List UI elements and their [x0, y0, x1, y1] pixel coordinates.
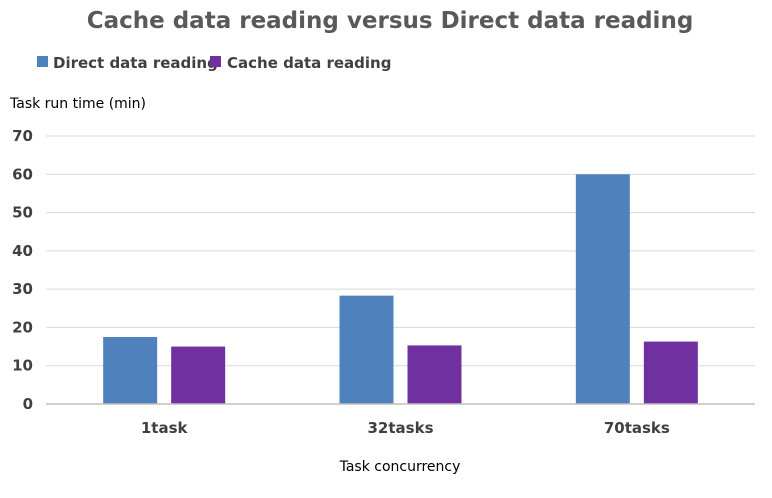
y-axis-label: Task run time (min) [9, 96, 146, 112]
y-tick-label: 70 [12, 127, 33, 145]
y-tick-label: 10 [12, 357, 33, 375]
bars [103, 174, 698, 404]
x-axis-label: Task concurrency [339, 459, 461, 475]
y-tick-label: 30 [12, 280, 33, 298]
bar-direct-32tasks [339, 295, 394, 404]
bar-cache-70tasks [643, 341, 698, 404]
y-tick-label: 40 [12, 242, 33, 260]
legend-label-cache: Cache data reading [227, 54, 391, 72]
gridlines [46, 135, 755, 367]
legend: Direct data reading Cache data reading [37, 54, 391, 72]
y-tick-label: 0 [23, 395, 33, 413]
bar-cache-1task [171, 346, 226, 404]
x-tick-label-1task: 1task [141, 419, 189, 437]
y-axis-ticks: 0 10 20 30 40 50 60 70 [12, 127, 33, 413]
y-tick-label: 60 [12, 165, 33, 183]
legend-swatch-cache [210, 56, 221, 67]
y-tick-label: 20 [12, 318, 33, 336]
bar-direct-1task [103, 337, 158, 404]
y-tick-label: 50 [12, 204, 33, 222]
x-axis-ticks: 1task 32tasks 70tasks [141, 419, 670, 437]
x-tick-label-70tasks: 70tasks [604, 419, 670, 437]
legend-swatch-direct [37, 56, 48, 67]
chart-title: Cache data reading versus Direct data re… [87, 8, 694, 34]
legend-label-direct: Direct data reading [53, 54, 218, 72]
bar-cache-32tasks [407, 345, 462, 404]
bar-direct-70tasks [575, 174, 630, 404]
x-tick-label-32tasks: 32tasks [368, 419, 434, 437]
